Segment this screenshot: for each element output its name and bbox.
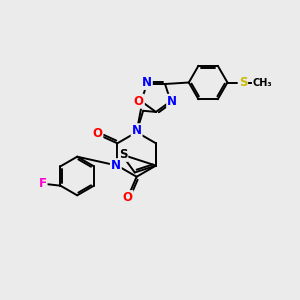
Text: N: N [132,124,142,137]
Text: O: O [123,191,133,204]
Text: O: O [92,127,102,140]
Text: S: S [239,76,247,89]
Text: S: S [119,148,128,161]
Text: F: F [39,177,46,190]
Text: O: O [134,95,144,108]
Text: N: N [111,159,121,172]
Text: N: N [167,95,177,108]
Text: N: N [142,76,152,89]
Text: CH₃: CH₃ [253,77,272,88]
